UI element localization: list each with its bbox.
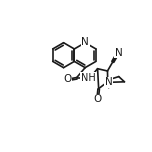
Text: O: O xyxy=(64,74,72,84)
Text: NH: NH xyxy=(81,73,96,83)
Text: N: N xyxy=(105,77,112,87)
Text: O: O xyxy=(93,94,101,104)
Text: N: N xyxy=(115,48,123,58)
Text: N: N xyxy=(81,37,89,47)
